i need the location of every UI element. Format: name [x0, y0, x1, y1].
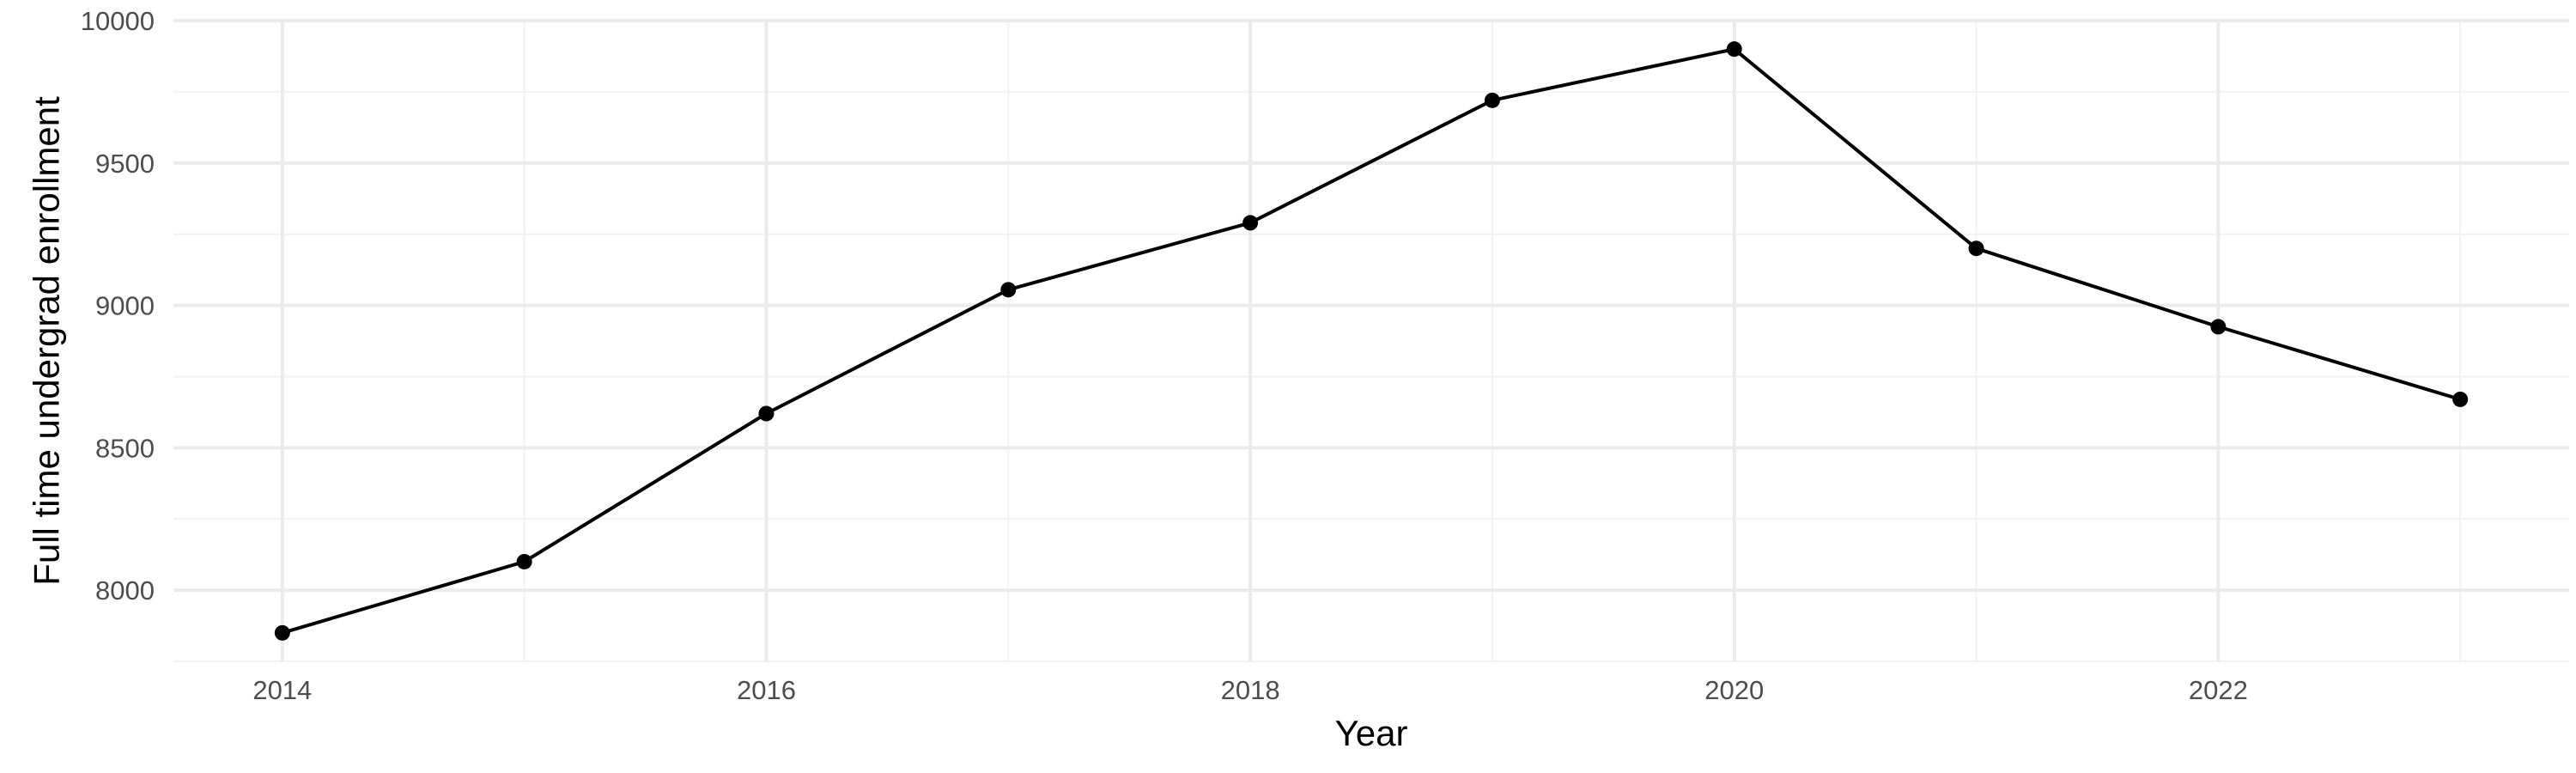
x-tick-label: 2014 — [252, 675, 312, 705]
data-point — [1726, 41, 1742, 58]
y-tick-label: 8000 — [95, 575, 155, 606]
x-tick-label: 2022 — [2189, 675, 2248, 705]
y-axis-title: Full time undergrad enrollment — [27, 96, 67, 586]
x-tick-label: 2018 — [1221, 675, 1280, 705]
data-point — [2452, 391, 2469, 407]
y-axis-ticks: 8000 8500 9000 9500 10000 — [81, 6, 155, 606]
data-point — [2210, 319, 2227, 335]
data-point — [274, 624, 290, 641]
data-point — [758, 405, 775, 422]
data-point — [516, 553, 532, 569]
data-point — [1000, 282, 1017, 298]
data-point — [1242, 215, 1259, 231]
data-point — [1968, 240, 1984, 257]
y-tick-label: 8500 — [95, 433, 155, 463]
data-point — [1484, 92, 1500, 108]
x-axis-ticks: 2014 2016 2018 2020 2022 — [252, 675, 2248, 705]
y-tick-label: 9000 — [95, 291, 155, 321]
y-tick-label: 10000 — [81, 6, 155, 36]
y-tick-label: 9500 — [95, 149, 155, 179]
x-tick-label: 2016 — [737, 675, 796, 705]
series-layer — [274, 41, 2469, 641]
series-line — [282, 47, 2461, 635]
grid — [173, 19, 2569, 662]
x-axis-title: Year — [1335, 713, 1408, 753]
x-tick-label: 2020 — [1704, 675, 1764, 705]
